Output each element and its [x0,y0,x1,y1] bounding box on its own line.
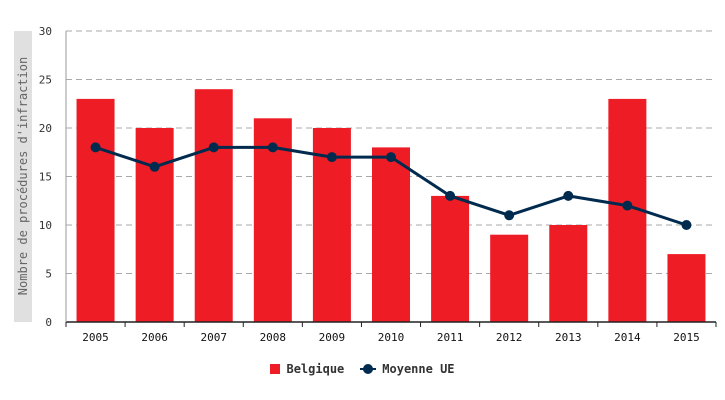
x-tick-labels: 2005 2006 2007 2008 2009 2010 2011 2012 2013 2014… [82,331,699,344]
line-series [90,142,692,230]
x-tick-label: 2015 [673,331,700,344]
bar [490,234,529,322]
x-tick-label: 2008 [260,331,287,344]
line-point [90,142,101,153]
bar [667,254,706,322]
bar [76,98,115,323]
y-tick-labels: 0 5 10 15 20 25 30 [39,25,52,329]
y-axis-title-band [14,31,32,322]
bar [431,195,470,322]
line-point [208,142,219,153]
line-point [445,190,456,201]
x-tick-label: 2013 [555,331,582,344]
y-tick-label: 5 [45,268,52,281]
line-point [326,152,337,163]
legend: Belgique Moyenne UE [0,362,725,376]
y-tick-label: 15 [39,171,52,184]
legend-label-moyenne-ue: Moyenne UE [382,362,455,376]
x-tick-label: 2006 [141,331,168,344]
y-tick-label: 25 [39,74,52,87]
y-axis-title: Nombre de procédures d'infraction [16,57,30,295]
bar [372,147,410,322]
line-point [622,200,633,211]
bar [135,128,174,322]
line-point [386,152,396,163]
line-point [267,142,278,153]
legend-item-belgique[interactable]: Belgique [270,362,344,376]
y-tick-label: 20 [39,122,52,135]
legend-swatch-line [360,363,377,375]
x-tick-label: 2010 [378,331,405,344]
legend-label-belgique: Belgique [286,362,345,376]
y-tick-label: 10 [39,219,52,232]
bar [194,89,233,322]
y-tick-label: 0 [45,316,52,329]
x-tick-marks [65,322,717,327]
legend-item-moyenne-ue[interactable]: Moyenne UE [360,362,455,376]
x-tick-label: 2014 [614,331,641,344]
x-tick-label: 2012 [496,331,523,344]
line-point [681,220,692,230]
y-tick-label: 30 [39,25,52,38]
line-point [504,210,515,221]
bar [549,225,588,322]
x-tick-label: 2005 [82,331,109,344]
line-point [563,190,574,201]
x-tick-label: 2007 [200,331,227,344]
line-point [149,161,160,172]
bar-series [76,89,706,323]
x-tick-label: 2011 [437,331,464,344]
legend-swatch-bar [270,364,281,374]
x-tick-label: 2009 [319,331,346,344]
